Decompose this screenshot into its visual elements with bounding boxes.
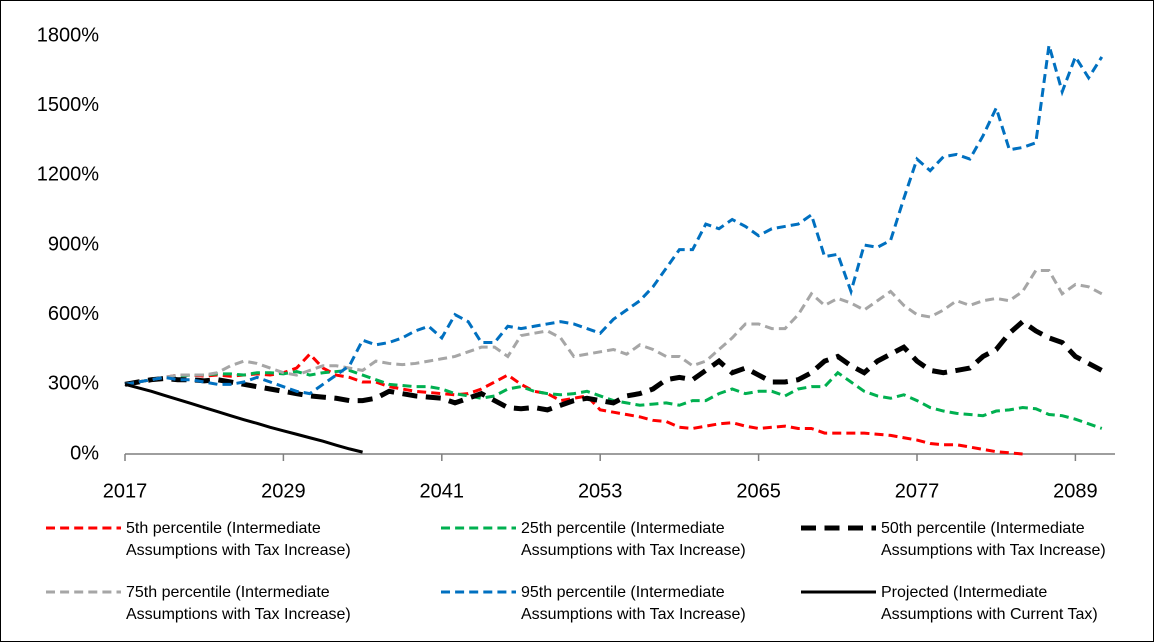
series-line bbox=[124, 44, 1104, 396]
x-tick-label: 2065 bbox=[736, 480, 781, 502]
series-line bbox=[124, 269, 1103, 386]
legend-label: 75th percentile (Intermediate Assumption… bbox=[126, 584, 351, 623]
x-tick-label: 2053 bbox=[578, 480, 623, 502]
series-line bbox=[124, 318, 1103, 413]
legend-label: 95th percentile (Intermediate Assumption… bbox=[521, 584, 746, 623]
legend-label: Projected (Intermediate Assumptions with… bbox=[881, 584, 1098, 623]
y-tick-label: 1200% bbox=[37, 164, 99, 186]
y-tick-label: 0% bbox=[70, 442, 99, 464]
x-tick-label: 2077 bbox=[895, 480, 940, 502]
legend-label: 25th percentile (Intermediate Assumption… bbox=[521, 520, 746, 559]
x-tick-label: 2029 bbox=[261, 480, 306, 502]
x-tick-label: 2089 bbox=[1053, 480, 1098, 502]
y-tick-label: 900% bbox=[48, 233, 99, 255]
x-tick-label: 2041 bbox=[420, 480, 465, 502]
legend-label: 5th percentile (Intermediate Assumptions… bbox=[126, 520, 351, 559]
y-tick-label: 300% bbox=[48, 373, 99, 395]
series-line bbox=[124, 351, 1023, 456]
series-line bbox=[124, 368, 1103, 430]
legend-label: 50th percentile (Intermediate Assumption… bbox=[881, 520, 1106, 559]
y-tick-label: 1800% bbox=[37, 24, 99, 46]
x-tick-label: 2017 bbox=[103, 480, 148, 502]
series-line bbox=[124, 382, 363, 454]
y-tick-label: 1500% bbox=[37, 94, 99, 116]
y-tick-label: 600% bbox=[48, 303, 99, 325]
